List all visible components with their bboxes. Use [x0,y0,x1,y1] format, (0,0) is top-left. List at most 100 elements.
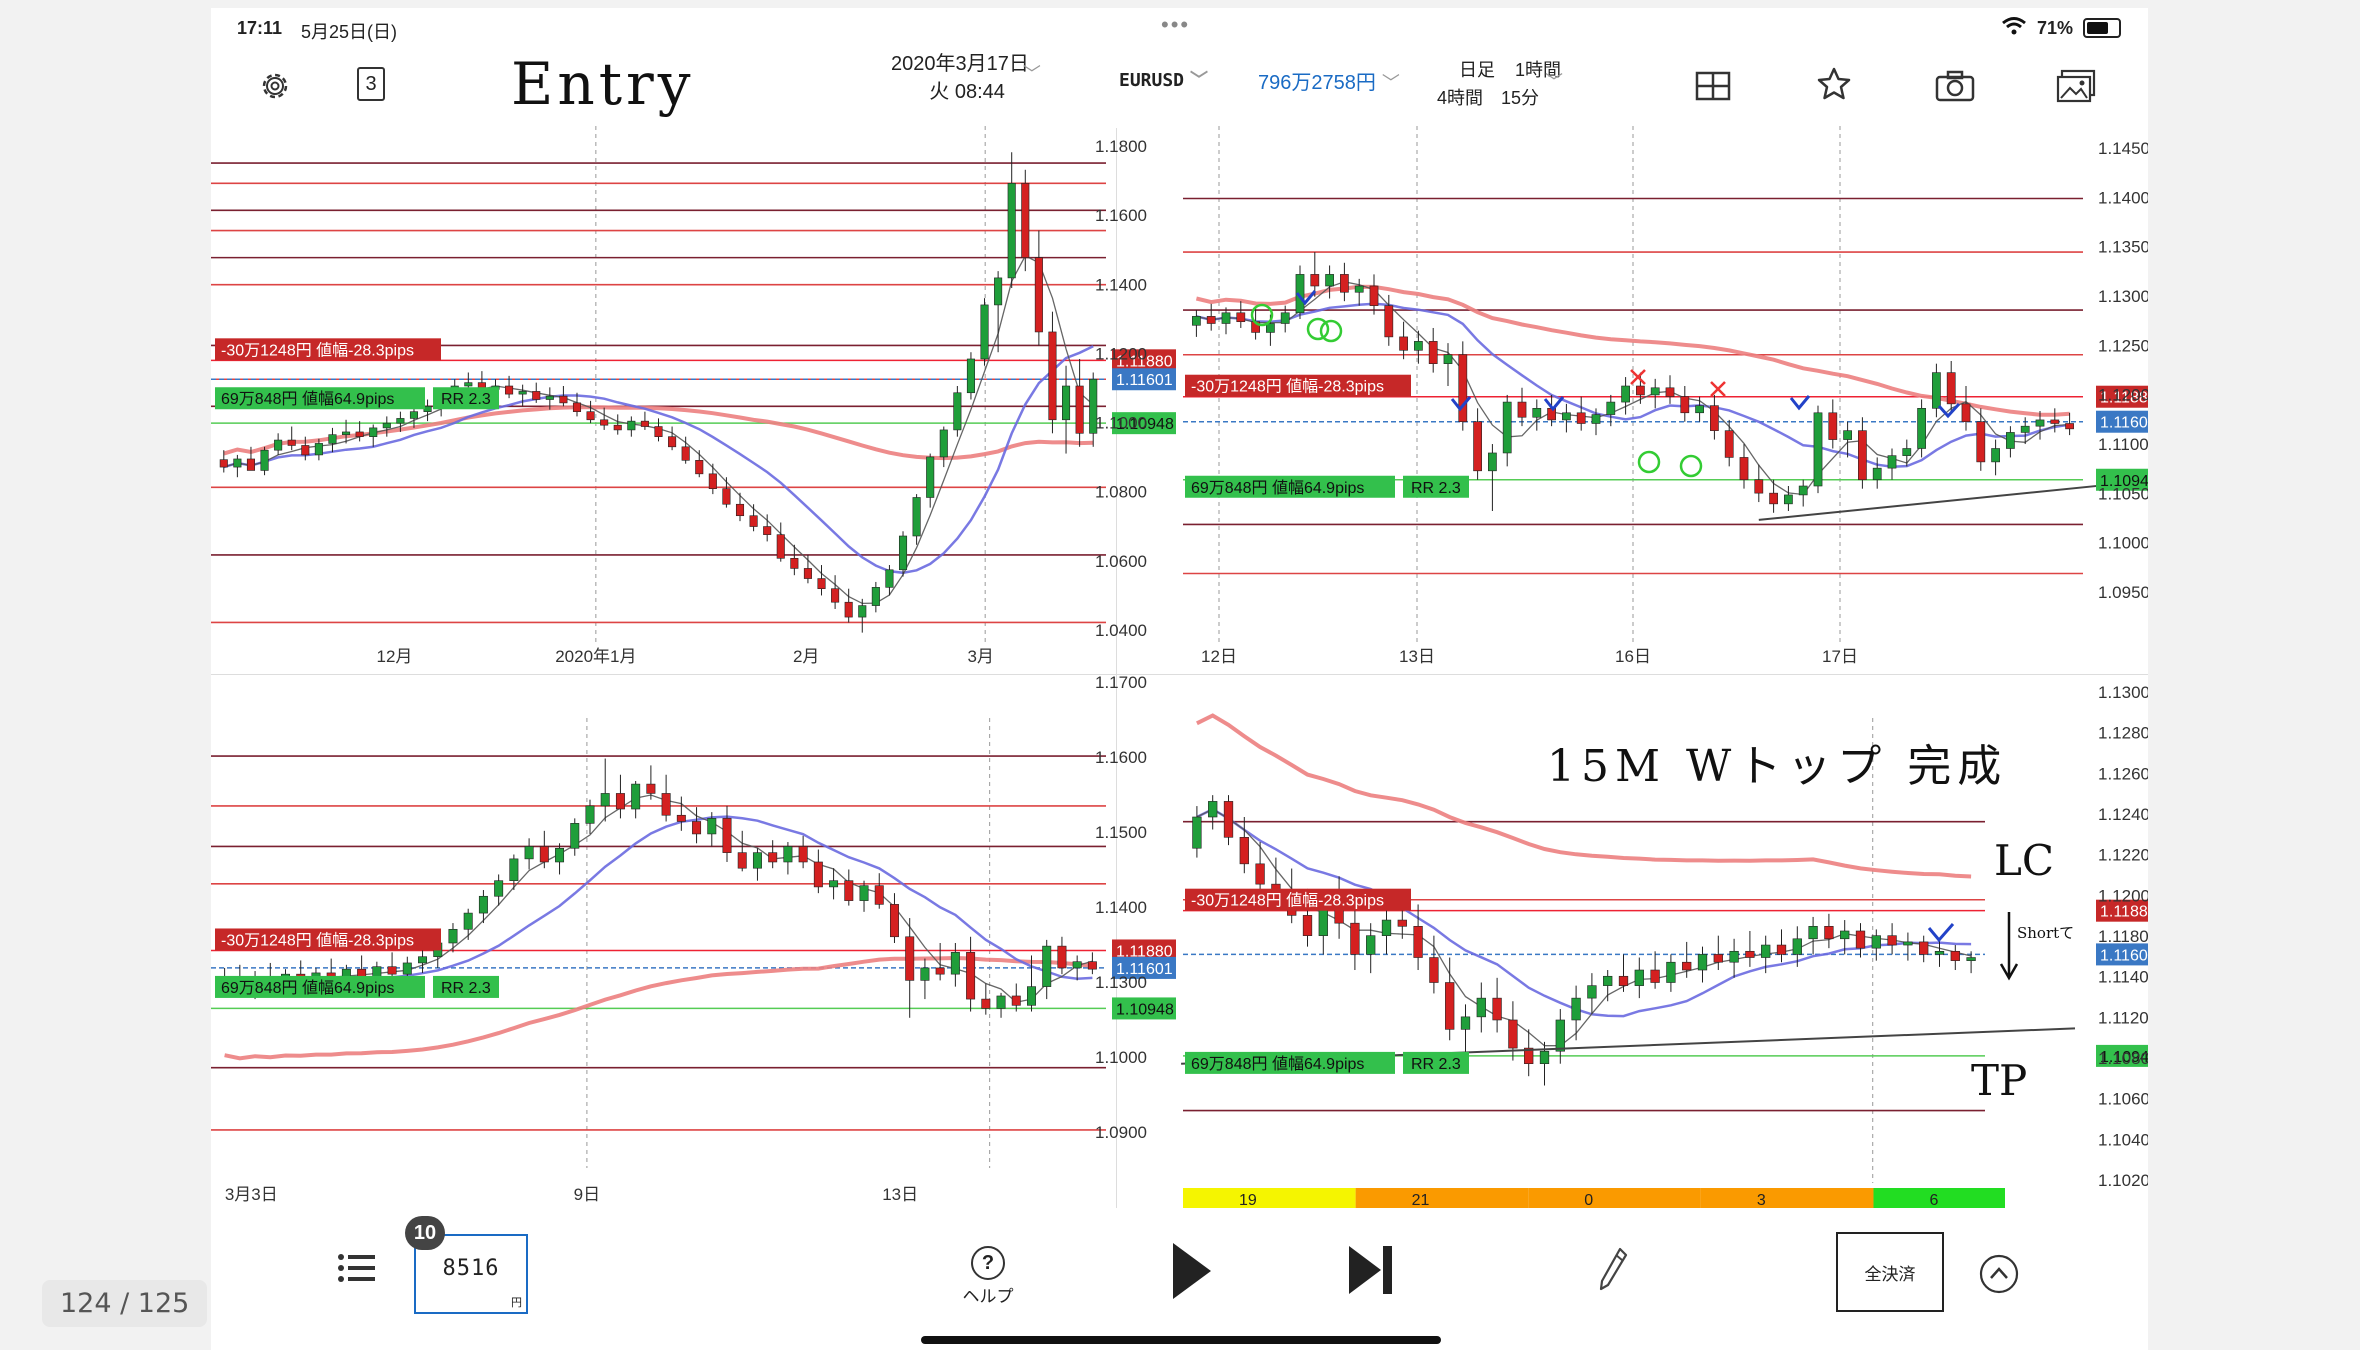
date-line1: 2020年3月17日 [891,53,1029,75]
candle-body [763,526,772,535]
candle-body [328,434,337,444]
candle-body [1366,935,1376,955]
candle-body [1919,941,1929,955]
entry-annotation: Entry [511,50,695,118]
candle-body [1902,448,1912,456]
entry-price-tag: 1.11601 [2100,947,2148,964]
candle-body [1813,412,1823,487]
layout-button[interactable] [1693,66,1733,106]
candle-body [260,449,269,471]
ma-mid-line [223,345,1094,575]
close-all-label: 全決済 [1864,1264,1916,1284]
candle-body [585,805,595,824]
symbol-select[interactable]: EURUSD ﹀ [1119,66,1208,92]
collapse-button[interactable] [1977,1252,2021,1296]
page-button[interactable]: 3 [353,64,389,104]
entry-price-tag-bg [2096,943,2148,966]
y-axis-right-label: 1.1260 [2098,764,2148,783]
target-price-tag: 1.10948 [1116,416,1174,433]
profit-label: 69万848円 値幅64.9pips [1191,479,1364,497]
candle-body [1562,412,1571,421]
candle-body [1007,182,1016,279]
candle-body [1776,944,1787,955]
lc-annotation: LC [1994,836,2055,885]
entry-price-tag-bg [1112,368,1176,391]
candle-body [246,458,255,471]
candle-body [233,458,242,468]
play-button[interactable] [1161,1236,1221,1306]
candle-body [1318,907,1328,936]
settings-button[interactable] [255,66,295,106]
candle-body [1443,354,1453,364]
lot-counter-field[interactable]: 8516 円 [414,1234,528,1314]
draw-button[interactable] [1591,1244,1635,1294]
candle-body [1697,954,1708,971]
candle-body [735,503,745,517]
candle-body [1828,412,1838,440]
signal-circle-marker [1306,317,1330,341]
candle-body [695,460,704,475]
candle-body [1011,995,1021,1006]
date-display[interactable]: 2020年3月17日 火 08:44 ﹀ [891,50,1041,106]
rr-label-bg [433,975,499,998]
candle-body [1502,401,1512,454]
y-axis-left-label: 1.0400 [1095,621,1147,640]
signal-arrow-marker [1789,395,1811,411]
candle-body [692,821,702,835]
signal-circle-marker [1637,450,1661,474]
camera-icon [1935,70,1975,102]
status-time: 17:11 [237,18,283,38]
chart-area[interactable]: -30万1248円 値幅-28.3pips 69万848円 値幅64.9pips R… [211,8,2148,1208]
candle-body [1754,479,1764,494]
chart-panel-4-hour [211,718,1176,1168]
close-all-button[interactable]: 全決済 [1836,1232,1944,1312]
candle-body [1517,401,1527,418]
candle-body [1665,387,1675,398]
loss-label-bg [1185,888,1411,911]
home-indicator[interactable] [921,1336,1441,1344]
candle-body [912,497,921,537]
candle-body [1887,455,1897,469]
chevron-down-icon: ﹀ [1381,73,1400,93]
help-icon: ? [971,1246,1005,1280]
loss-label: -30万1248円 値幅-28.3pips [221,341,414,359]
balance-select[interactable]: 796万2758円 ﹀ [1258,66,1400,95]
step-forward-button[interactable] [1341,1240,1401,1300]
candle-body [1021,182,1030,258]
candle-body [1458,354,1468,423]
gallery-button[interactable] [2054,66,2098,106]
x-axis-tick-label: 13日 [882,1185,918,1204]
stop-price-tag: 1.11880 [2100,904,2148,921]
favorite-button[interactable] [1814,64,1854,104]
help-button[interactable]: ? ヘルプ [953,1246,1023,1307]
candle-body [1761,944,1771,958]
candle-body [627,420,636,431]
candle-body [803,568,812,579]
candle-body [798,846,808,863]
candle-body [1784,494,1793,505]
menu-button[interactable] [335,1248,379,1288]
timeframe-select[interactable]: 日足 1時間 4時間 15分﹀ [1437,56,1563,112]
loss-label: -30万1248円 値幅-28.3pips [1191,892,1384,910]
multitask-dots[interactable]: ••• [1161,12,1191,37]
candle-body [1476,997,1486,1018]
candle-body [844,601,853,618]
x-axis-tick-label: 2月 [793,647,819,666]
entry-price-tag: 1.11601 [2100,415,2148,432]
candle-body [1858,430,1867,481]
signal-circle-marker [1319,319,1343,343]
rr-label-bg [433,387,499,410]
candle-body [981,998,991,1009]
balance-label: 796万2758円 [1258,72,1376,94]
date-line2: 火 08:44 [929,81,1005,103]
candle-body [524,846,534,860]
candle-body [1724,430,1734,458]
screenshot-button[interactable] [1933,66,1977,106]
candle-body [1621,385,1630,403]
y-axis-left-label: 1.1700 [1095,673,1147,692]
ma-fast-line [224,794,1093,1003]
candle-body [776,534,785,559]
signal-arrow-marker [1937,402,1961,419]
candle-body [996,995,1006,1009]
candle-body [966,358,975,394]
